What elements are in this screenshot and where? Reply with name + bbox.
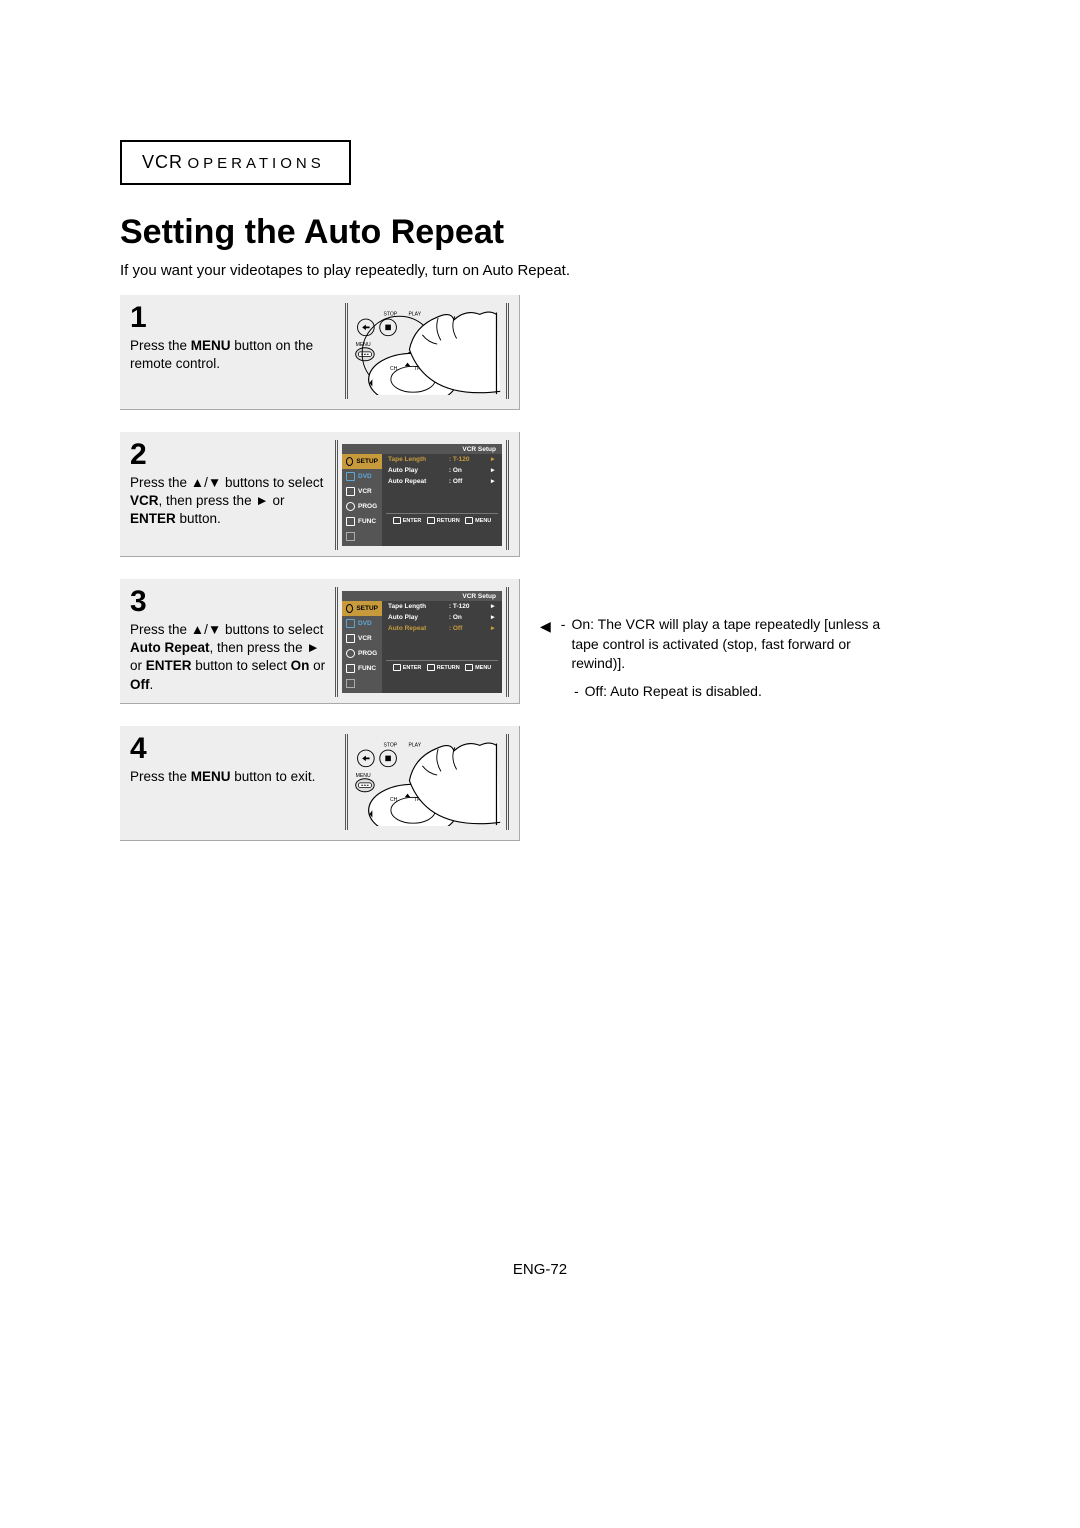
menu-content: Tape Length: T-120► Auto Play: On► Auto … [382,454,502,546]
menu-row-auto-play: Auto Play: On► [386,465,498,476]
svg-text:PLAY: PLAY [408,742,421,748]
note-on: On: The VCR will play a tape repeatedly … [571,615,900,674]
menu-side-vcr: VCR [342,484,382,499]
clock-icon [346,649,355,658]
return-icon [427,517,435,524]
menu-side-func: FUNC [342,514,382,529]
intro-text: If you want your videotapes to play repe… [120,262,960,279]
func-icon [346,517,355,526]
square-icon [346,679,355,688]
step-1: 1 Press the MENU button on the remote co… [120,295,520,410]
step-4-number: 4 [130,734,337,764]
gear-icon [346,457,353,466]
menu-row-auto-repeat: Auto Repeat: Off► [386,476,498,487]
menu-icon [465,664,473,671]
svg-text:CH: CH [390,366,398,372]
left-arrow-icon: ◀ [540,617,551,637]
menu-row-tape-length: Tape Length: T-120► [386,454,498,465]
func-icon [346,664,355,673]
square-icon [346,532,355,541]
step-1-illustration: STOP PLAY MENU CH [345,303,509,399]
vcr-setup-menu-2: VCR Setup SETUP DVD VCR PROG FUNC Tape L… [342,591,502,693]
menu-side-setup: SETUP [342,454,382,469]
menu-side-extra [342,529,382,546]
page-number: ENG-72 [120,1261,960,1278]
step-3-illustration: VCR Setup SETUP DVD VCR PROG FUNC Tape L… [335,587,509,697]
clock-icon [346,502,355,511]
disc-icon [346,472,355,481]
updown-icon: ▲/▼ [191,475,221,490]
step-2-text: 2 Press the ▲/▼ buttons to select VCR, t… [130,440,335,529]
svg-text:STOP: STOP [383,742,397,748]
side-note: ◀ - On: The VCR will play a tape repeate… [540,615,900,701]
menu-title: VCR Setup [342,444,502,454]
header-ops: OPERATIONS [187,155,324,172]
step-2: 2 Press the ▲/▼ buttons to select VCR, t… [120,432,520,557]
step-4: 4 Press the MENU button to exit. STOP PL… [120,726,520,841]
menu-side-dvd: DVD [342,469,382,484]
header-vcr: VCR [142,152,183,172]
tape-icon [346,487,355,496]
note-off: Off: Auto Repeat is disabled. [585,682,762,702]
page-title: Setting the Auto Repeat [120,213,960,252]
menu-footer: ENTER RETURN MENU [386,513,498,527]
steps-container: 1 Press the MENU button on the remote co… [120,295,520,841]
step-2-illustration: VCR Setup SETUP DVD VCR PROG FUNC Tape L… [335,440,509,550]
return-icon [427,664,435,671]
menu-icon [465,517,473,524]
enter-icon [393,664,401,671]
step-3-number: 3 [130,587,327,617]
svg-text:PLAY: PLAY [408,311,421,317]
svg-text:CH: CH [390,797,398,803]
right-icon: ► [306,640,319,655]
vcr-setup-menu: VCR Setup SETUP DVD VCR PROG FUNC Tape L… [342,444,502,546]
gear-icon [346,604,353,613]
enter-icon [393,517,401,524]
updown-icon: ▲/▼ [191,622,221,637]
step-4-text: 4 Press the MENU button to exit. [130,734,345,786]
section-header: VCR OPERATIONS [120,140,351,185]
remote-illustration: STOP PLAY MENU CH TRK [352,738,502,826]
tape-icon [346,634,355,643]
step-1-text: 1 Press the MENU button on the remote co… [130,303,345,373]
step-3-text: 3 Press the ▲/▼ buttons to select Auto R… [130,587,335,694]
step-3: 3 Press the ▲/▼ buttons to select Auto R… [120,579,520,704]
step-2-number: 2 [130,440,327,470]
step-4-illustration: STOP PLAY MENU CH TRK [345,734,509,830]
remote-illustration: STOP PLAY MENU CH [352,307,502,395]
menu-side-prog: PROG [342,499,382,514]
right-icon: ► [255,493,268,508]
menu-sidebar: SETUP DVD VCR PROG FUNC [342,454,382,546]
disc-icon [346,619,355,628]
svg-text:MENU: MENU [356,773,371,779]
step-1-number: 1 [130,303,337,333]
